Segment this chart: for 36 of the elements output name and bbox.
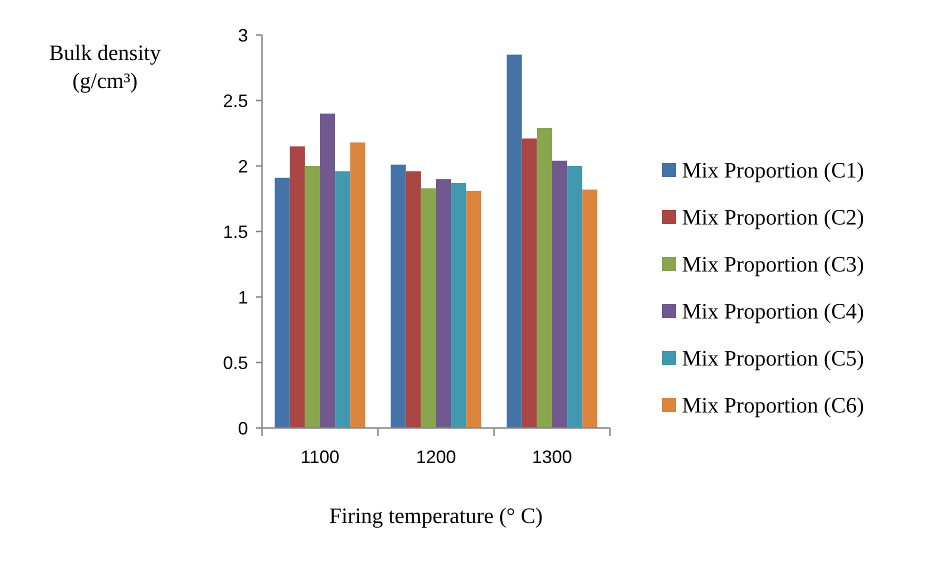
bar (536, 128, 552, 428)
bar (436, 179, 452, 428)
y-tick-label: 2 (238, 156, 248, 176)
y-tick-label: 1.5 (222, 222, 248, 242)
legend-label: Mix Proportion (C6) (682, 392, 864, 418)
legend-label: Mix Proportion (C1) (682, 158, 864, 183)
bar (335, 171, 350, 428)
bar (420, 188, 436, 428)
legend-label: Mix Proportion (C2) (682, 204, 864, 230)
bar (390, 164, 406, 428)
y-tick-label: 0.5 (222, 352, 248, 373)
bar (466, 190, 482, 428)
bar (567, 166, 582, 428)
y-tick-label: 1 (238, 287, 248, 308)
legend-label: Mix Proportion (C4) (682, 298, 864, 324)
bar (506, 54, 522, 428)
bar (451, 183, 466, 428)
bar (274, 178, 290, 428)
bar (304, 166, 320, 428)
bar (406, 171, 421, 428)
bar (320, 114, 336, 428)
y-tick-label: 3 (238, 25, 248, 46)
x-axis-title: Firing temperature (° C) (329, 503, 543, 528)
legend-label: Mix Proportion (C5) (682, 346, 864, 371)
y-axis-title: Bulk density (g/cm³) (49, 40, 161, 93)
x-tick-label: 1100 (300, 447, 340, 467)
x-tick-label: 1300 (532, 447, 572, 467)
bar (350, 142, 366, 428)
legend-label: Mix Proportion (C3) (682, 252, 864, 277)
bar (582, 190, 598, 428)
bar (290, 146, 305, 428)
x-tick-label: 1200 (416, 447, 456, 467)
bar (552, 160, 568, 428)
y-tick-label: 2.5 (222, 90, 248, 111)
y-tick-label: 0 (238, 418, 248, 438)
bar (522, 138, 537, 428)
